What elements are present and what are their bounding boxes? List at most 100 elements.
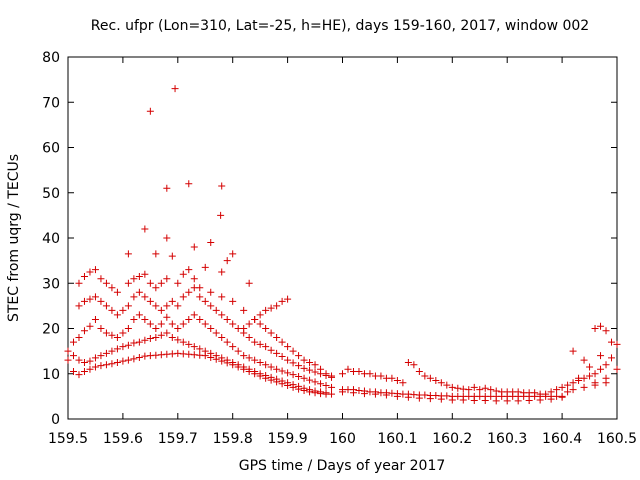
data-point: [119, 357, 127, 365]
data-point: [602, 327, 610, 335]
data-point: [251, 315, 259, 323]
data-point: [382, 391, 390, 399]
data-point: [251, 367, 259, 375]
data-point: [597, 352, 605, 360]
data-point: [218, 334, 226, 342]
data-point: [163, 275, 171, 283]
data-point: [273, 334, 281, 342]
data-point: [108, 360, 116, 368]
data-point: [113, 358, 121, 366]
x-tick-label: 160.4: [542, 431, 582, 447]
data-point: [306, 376, 314, 384]
data-point: [190, 243, 198, 251]
data-point: [322, 370, 330, 378]
data-point: [284, 356, 292, 364]
data-point: [234, 347, 242, 355]
data-point: [289, 359, 297, 367]
data-point: [256, 340, 264, 348]
data-point: [80, 367, 88, 375]
data-point: [152, 325, 160, 332]
data-point: [360, 390, 368, 398]
data-point: [256, 358, 264, 366]
data-point: [124, 341, 132, 349]
data-point: [97, 275, 105, 283]
data-point: [157, 320, 165, 328]
data-point: [218, 182, 226, 190]
y-tick-label: 10: [42, 367, 60, 383]
data-point: [273, 375, 281, 383]
data-point: [218, 293, 226, 301]
data-point: [185, 340, 193, 348]
data-point: [229, 250, 237, 258]
y-tick-label: 70: [42, 95, 60, 111]
data-point: [284, 369, 292, 377]
data-point: [130, 339, 138, 347]
data-point: [476, 386, 484, 394]
data-point: [245, 365, 253, 373]
data-point: [306, 366, 314, 374]
data-point: [185, 180, 193, 188]
data-point: [256, 320, 264, 328]
data-point: [547, 388, 555, 396]
data-point: [278, 377, 286, 385]
data-point: [80, 297, 88, 305]
data-point: [564, 381, 572, 389]
data-point: [108, 331, 116, 339]
data-point: [75, 302, 83, 310]
data-point: [415, 394, 423, 402]
data-point: [240, 325, 248, 332]
data-point: [69, 367, 77, 375]
data-point: [86, 268, 94, 276]
data-point: [349, 389, 357, 397]
data-point: [108, 306, 116, 314]
data-point: [273, 349, 281, 357]
chart-title: Rec. ufpr (Lon=310, Lat=-25, h=HE), days…: [91, 18, 589, 34]
data-point: [113, 334, 121, 342]
data-point: [295, 352, 303, 360]
data-point: [437, 379, 445, 387]
x-tick-label: 160.1: [377, 431, 417, 447]
data-point: [223, 257, 231, 265]
data-point: [569, 386, 577, 394]
data-point: [102, 329, 110, 337]
data-point: [171, 85, 179, 93]
data-point: [311, 361, 319, 369]
data-point: [179, 293, 187, 301]
data-point: [190, 275, 198, 283]
data-point: [278, 353, 286, 361]
data-point: [185, 315, 193, 323]
data-point: [289, 347, 297, 355]
data-point: [267, 363, 275, 371]
data-point: [245, 334, 253, 342]
data-point: [339, 370, 346, 378]
data-point: [284, 343, 292, 351]
data-point: [371, 390, 379, 398]
data-point: [317, 380, 325, 388]
data-point: [262, 372, 270, 380]
data-point: [245, 279, 253, 287]
y-tick-label: 40: [42, 231, 60, 247]
data-point: [97, 352, 105, 360]
data-point: [124, 250, 132, 258]
data-point: [426, 374, 434, 382]
data-point: [251, 356, 259, 364]
data-point: [553, 386, 561, 394]
data-point: [608, 338, 616, 346]
data-point: [80, 272, 88, 280]
x-tick-label: 160.2: [432, 431, 472, 447]
x-tick-label: 160: [329, 431, 356, 447]
data-point: [124, 325, 132, 332]
data-point: [432, 377, 440, 385]
data-point: [256, 370, 264, 378]
data-point: [306, 358, 314, 366]
data-point: [135, 288, 143, 296]
data-point: [339, 388, 346, 396]
data-point: [564, 388, 572, 396]
data-point: [64, 356, 72, 364]
data-point: [328, 383, 336, 391]
y-tick-label: 60: [42, 141, 60, 157]
x-tick-label: 159.6: [103, 431, 143, 447]
data-point: [75, 279, 83, 287]
data-point: [300, 384, 308, 392]
data-point: [91, 354, 99, 362]
